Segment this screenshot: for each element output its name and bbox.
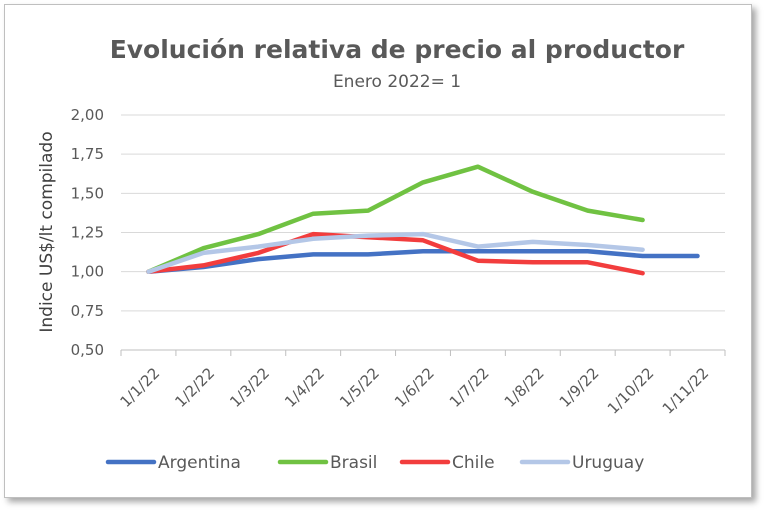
legend-label: Brasil xyxy=(330,453,377,473)
x-tick-label: 1/5/22 xyxy=(336,364,383,411)
x-tick-label: 1/8/22 xyxy=(501,364,548,411)
legend-item-chile: Chile xyxy=(399,453,495,473)
y-tick-label: 2,00 xyxy=(71,106,104,124)
legend-item-uruguay: Uruguay xyxy=(519,453,644,473)
y-tick-label: 0,50 xyxy=(71,341,104,359)
x-tick-label: 1/3/22 xyxy=(226,364,273,411)
x-tick-label: 1/1/22 xyxy=(116,364,163,411)
x-tick-label: 1/7/22 xyxy=(446,364,493,411)
chart-subtitle: Enero 2022= 1 xyxy=(333,72,461,92)
y-tick-label: 1,25 xyxy=(71,224,104,242)
y-axis-label: Indice US$/lt compilado xyxy=(37,131,57,332)
series-line-chile xyxy=(146,231,645,276)
series-lines xyxy=(146,164,700,276)
y-tick-label: 1,75 xyxy=(71,145,104,163)
legend: Argentina Brasil Chile Uruguay xyxy=(105,453,644,473)
legend-label: Argentina xyxy=(158,453,241,473)
series-line-argentina xyxy=(146,249,700,274)
grid-lines xyxy=(121,114,725,351)
x-axis-ticks: 1/1/22 1/2/22 1/3/22 1/4/22 1/5/22 1/6/22 1/7/… xyxy=(116,350,726,418)
legend-item-argentina: Argentina xyxy=(105,453,241,473)
legend-item-brasil: Brasil xyxy=(277,453,377,473)
y-tick-label: 0,75 xyxy=(71,302,104,320)
x-tick-label: 1/9/22 xyxy=(556,364,603,411)
chart-frame xyxy=(4,4,752,498)
x-tick-label: 1/6/22 xyxy=(391,364,438,411)
series-line-uruguay xyxy=(146,231,645,274)
x-tick-label: 1/11/22 xyxy=(659,364,713,418)
x-tick-label: 1/2/22 xyxy=(171,364,218,411)
series-line-brasil xyxy=(146,164,645,274)
legend-label: Uruguay xyxy=(572,453,644,473)
y-axis-ticks: 0,50 0,75 1,00 1,25 1,50 1,75 2,00 xyxy=(71,106,104,359)
x-tick-label: 1/4/22 xyxy=(281,364,328,411)
y-tick-label: 1,50 xyxy=(71,184,104,202)
x-tick-label: 1/10/22 xyxy=(604,364,658,418)
y-tick-label: 1,00 xyxy=(71,263,104,281)
chart-title: Evolución relativa de precio al producto… xyxy=(110,35,685,64)
legend-label: Chile xyxy=(452,453,495,473)
